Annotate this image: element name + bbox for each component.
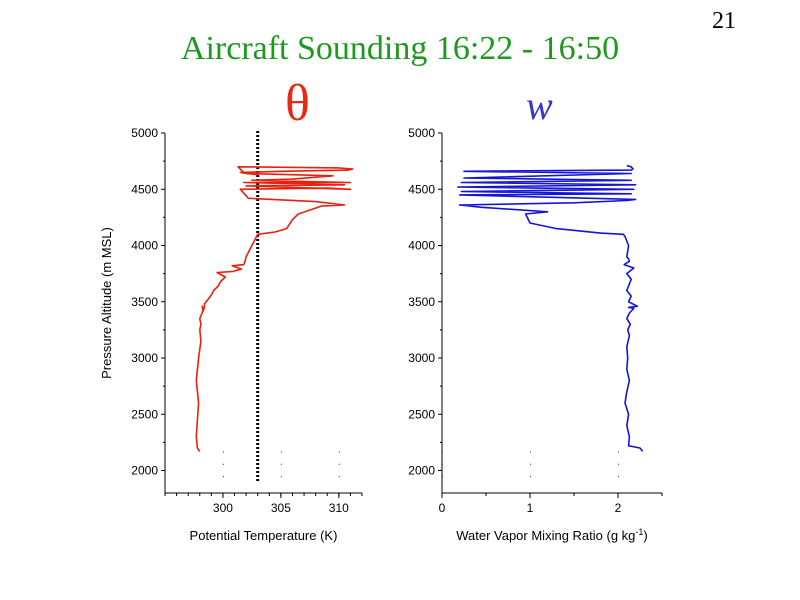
series-line-w — [456, 164, 644, 452]
grid-dot — [530, 451, 531, 453]
y-tick-label: 3000 — [131, 351, 158, 365]
x-tick-label: 2 — [615, 501, 622, 515]
y-tick-label: 4500 — [408, 182, 435, 196]
x-tick-label: 300 — [213, 501, 233, 515]
y-tick-label: 2500 — [408, 407, 435, 421]
y-tick-label: 3500 — [131, 295, 158, 309]
grid-dot — [442, 463, 443, 465]
x-axis-title: Water Vapor Mixing Ratio (g kg-1) — [456, 527, 648, 543]
grid-dot — [280, 451, 282, 453]
page-number: 21 — [712, 8, 736, 34]
grid-dot — [338, 476, 340, 478]
grid-dot — [338, 463, 340, 465]
grid-dot — [618, 463, 619, 465]
x-tick-label: 310 — [329, 501, 349, 515]
theta-chart: 2000 2500 3000 3500 4000 4500 5000 300 305 310 Pot… — [99, 126, 363, 543]
grid-dot — [222, 463, 224, 465]
series-line-theta — [195, 166, 354, 452]
y-tick-label: 4000 — [131, 239, 158, 253]
theta-symbol: θ — [285, 75, 310, 132]
grid-dot — [530, 476, 531, 478]
grid-dot — [530, 463, 531, 465]
grid-dot — [222, 451, 224, 453]
w-chart: 2000 2500 3000 3500 4000 4500 5000 0 1 2 Water Vap… — [408, 126, 663, 543]
grid-dot — [618, 476, 619, 478]
grid-dot — [618, 451, 619, 453]
grid-dot — [280, 476, 282, 478]
x-tick-label: 0 — [439, 501, 446, 515]
x-axis-title-superscript: -1 — [635, 527, 643, 537]
w-symbol: w — [526, 83, 553, 128]
y-tick-label: 4500 — [131, 182, 158, 196]
y-axis-title: Pressure Altitude (m MSL) — [99, 227, 114, 379]
slide-title: Aircraft Sounding 16:22 - 16:50 — [180, 30, 620, 67]
grid-dot — [280, 463, 282, 465]
y-tick-label: 2000 — [408, 464, 435, 478]
x-axis-title-suffix: ) — [643, 528, 647, 543]
grid-dot — [222, 476, 224, 478]
y-tick-label: 5000 — [131, 126, 158, 140]
grid-dot — [442, 451, 443, 453]
y-tick-label: 4000 — [408, 239, 435, 253]
x-tick-label: 1 — [527, 501, 534, 515]
y-tick-label: 3000 — [408, 351, 435, 365]
x-axis-title: Potential Temperature (K) — [190, 528, 338, 543]
y-tick-label: 5000 — [408, 126, 435, 140]
grid-dot — [442, 476, 443, 478]
y-tick-label: 2000 — [131, 464, 158, 478]
grid-dot — [338, 451, 340, 453]
x-tick-label: 305 — [271, 501, 291, 515]
y-tick-label: 2500 — [131, 407, 158, 421]
y-tick-label: 3500 — [408, 295, 435, 309]
